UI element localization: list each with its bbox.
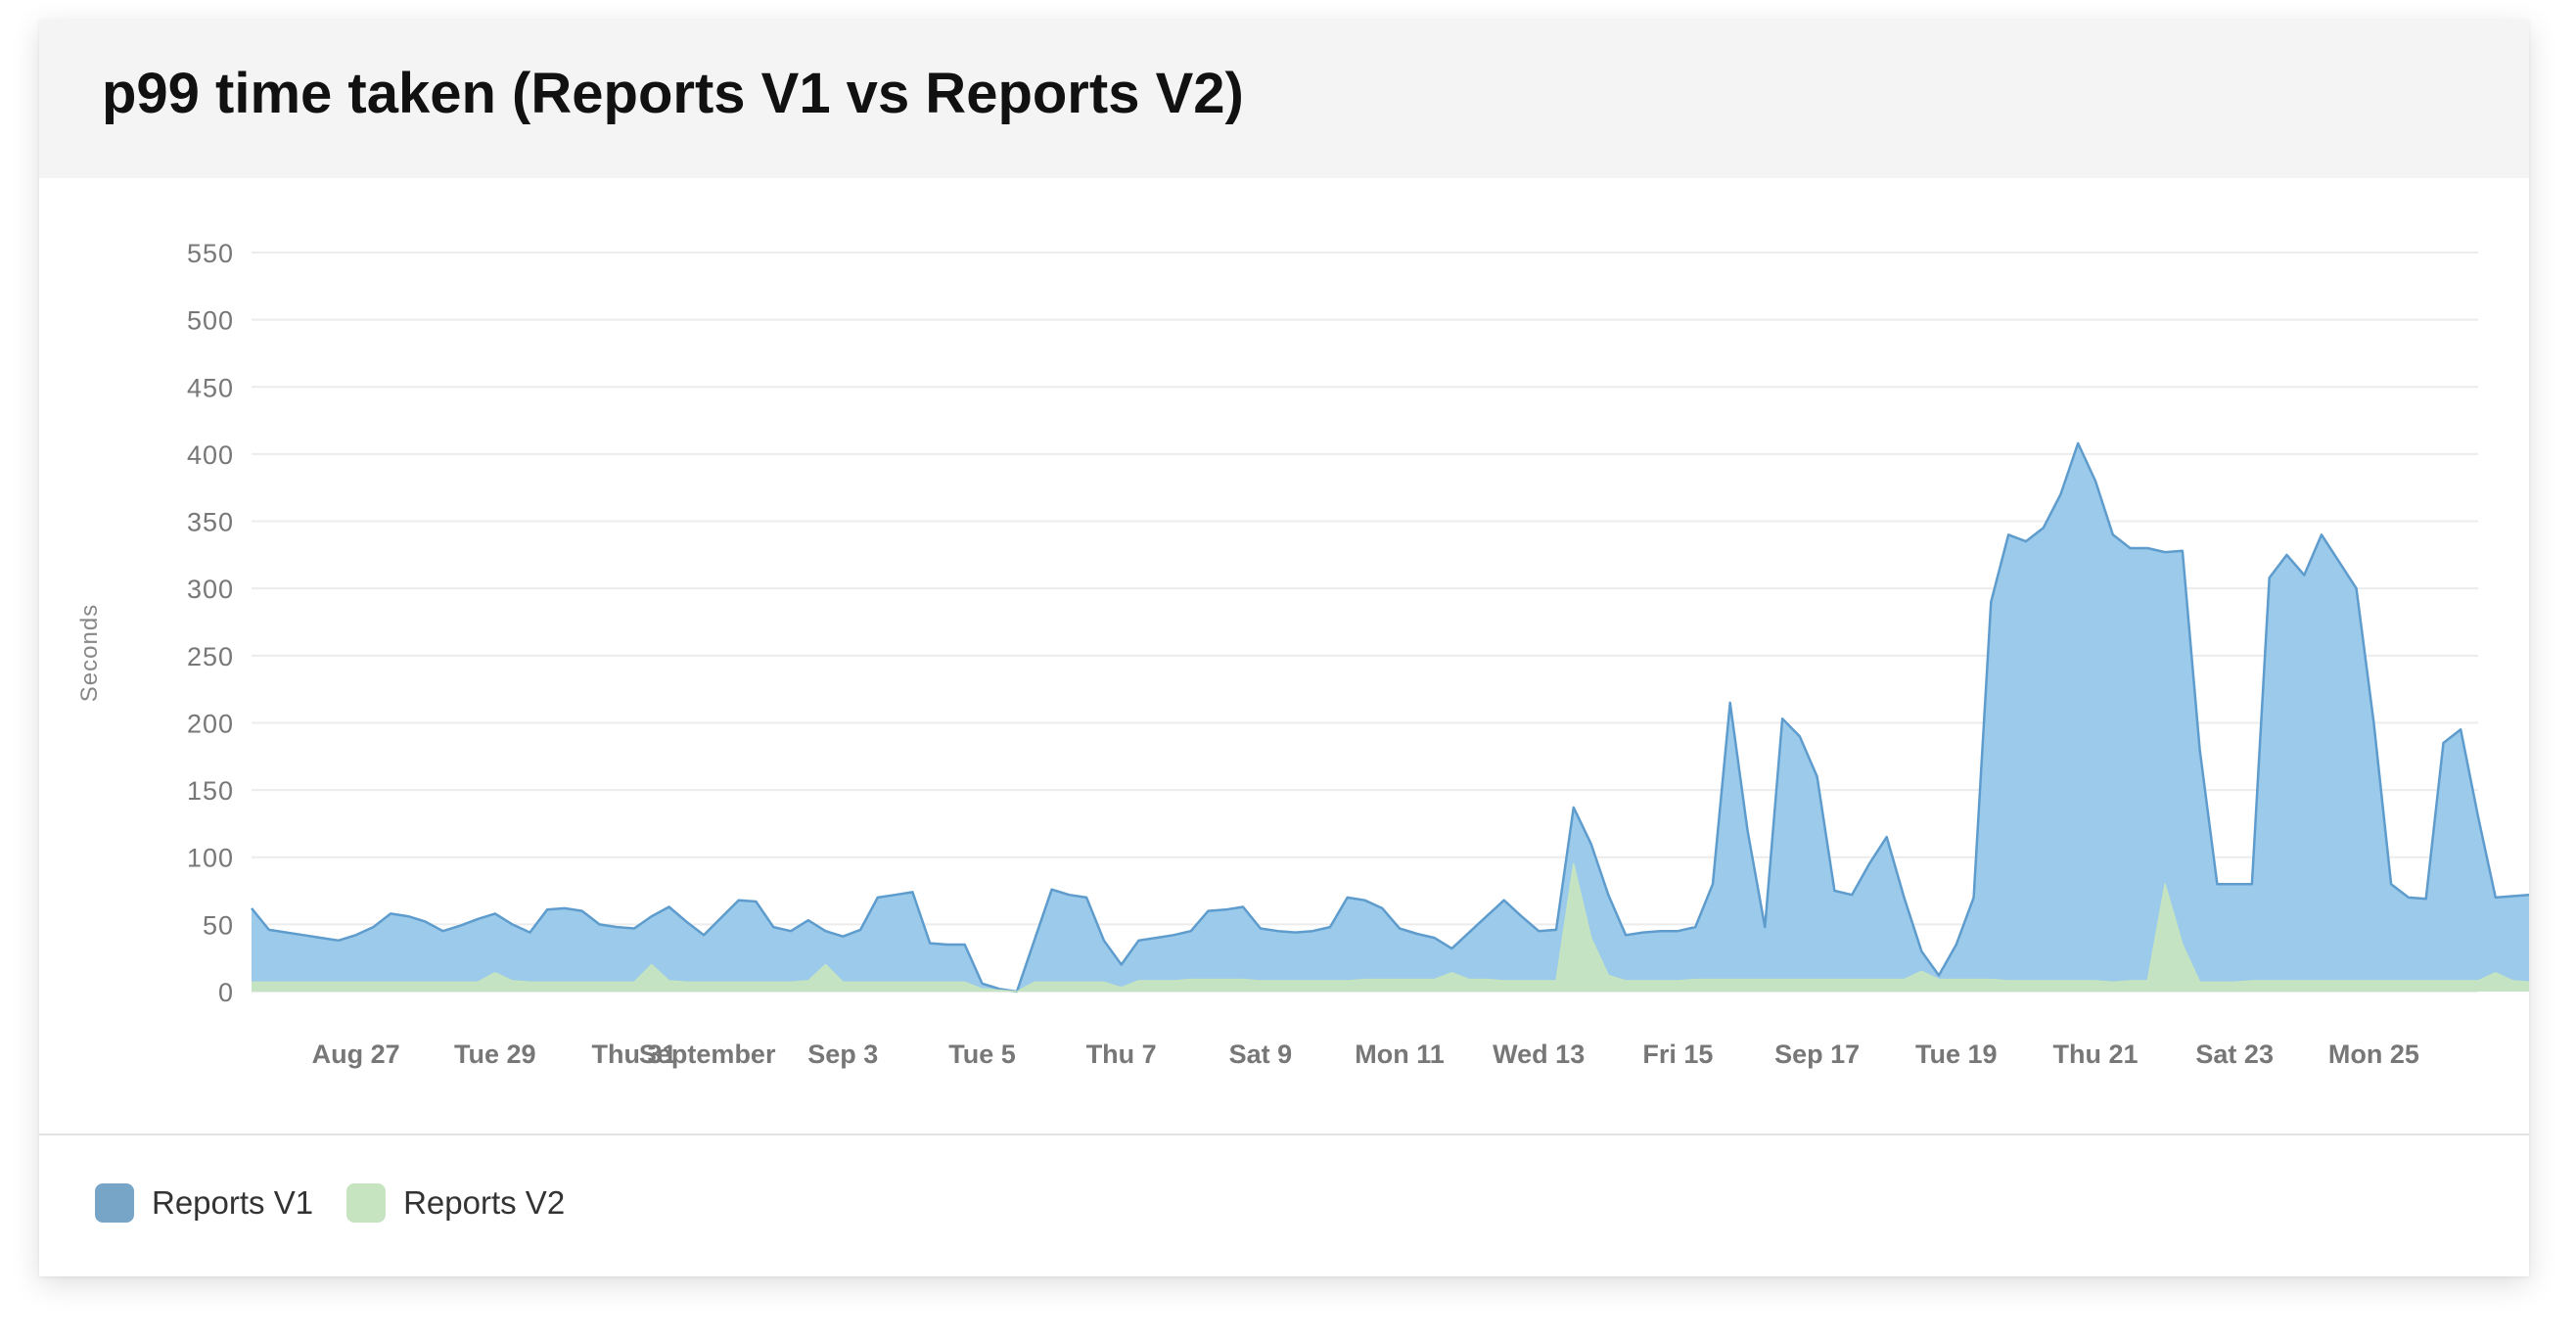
y-tick-label: 50: [203, 910, 234, 940]
x-tick-label: Mon 11: [1355, 1040, 1445, 1069]
y-tick-label: 150: [187, 776, 234, 806]
x-tick-label: Fri 15: [1642, 1040, 1713, 1069]
x-tick-label: Thu 21: [2052, 1040, 2138, 1069]
chart-area: 0 50 100 150 200 250 300 350 400 450 500 550 Second…: [76, 239, 2529, 1069]
y-tick-label: 300: [187, 575, 234, 604]
y-tick-label: 550: [187, 239, 234, 268]
y-tick-label: 450: [187, 373, 234, 402]
x-tick-label: Sat 9: [1229, 1040, 1293, 1069]
legend-item-reports-v1[interactable]: Reports V1: [95, 1183, 313, 1223]
x-tick-label: Wed 13: [1493, 1040, 1585, 1069]
x-tick-label: Aug 27: [312, 1040, 400, 1069]
x-tick-label: Sat 23: [2195, 1040, 2274, 1069]
chart-card: p99 time taken (Reports V1 vs Reports V2…: [39, 20, 2529, 1276]
card-header: p99 time taken (Reports V1 vs Reports V2…: [39, 20, 2529, 178]
y-tick-label: 100: [187, 844, 234, 873]
legend-swatch-reports-v2: [346, 1183, 387, 1223]
legend: Reports V1 Reports V2: [95, 1181, 598, 1225]
x-tick-label: Mon 25: [2328, 1040, 2419, 1069]
series-area-reports-v1[interactable]: [252, 380, 2529, 992]
legend-divider: [39, 1133, 2529, 1135]
legend-label-reports-v1: Reports V1: [152, 1184, 314, 1221]
y-tick-label: 350: [187, 508, 234, 537]
x-tick-label: September: [639, 1040, 776, 1069]
y-tick-label: 250: [187, 642, 234, 671]
legend-item-reports-v2[interactable]: Reports V2: [346, 1183, 565, 1223]
series-areas: [251, 380, 2529, 994]
x-tick-label: Tue 5: [948, 1040, 1016, 1069]
x-tick-label: Tue 19: [1915, 1040, 1998, 1069]
x-tick-label: Tue 29: [454, 1040, 536, 1069]
y-axis-ticks: 0 50 100 150 200 250 300 350 400 450 500 550: [187, 239, 234, 1007]
series-line-reports-v1: [251, 441, 2529, 994]
chart-title: p99 time taken (Reports V1 vs Reports V2…: [102, 62, 1244, 125]
x-tick-label: Thu 31: [591, 1040, 676, 1069]
legend-swatch-reports-v1: [95, 1183, 134, 1223]
y-tick-label: 0: [218, 978, 234, 1007]
y-tick-label: 500: [187, 306, 234, 336]
y-tick-label: 400: [187, 440, 234, 470]
x-tick-label: Thu 7: [1086, 1040, 1157, 1069]
y-tick-label: 200: [187, 709, 234, 738]
y-axis-label: Seconds: [76, 604, 103, 702]
series-line-reports-v2: [252, 862, 2529, 993]
legend-label-reports-v2: Reports V2: [403, 1184, 566, 1221]
x-tick-label: Sep 3: [807, 1040, 878, 1069]
x-tick-label: Sep 17: [1774, 1040, 1860, 1069]
